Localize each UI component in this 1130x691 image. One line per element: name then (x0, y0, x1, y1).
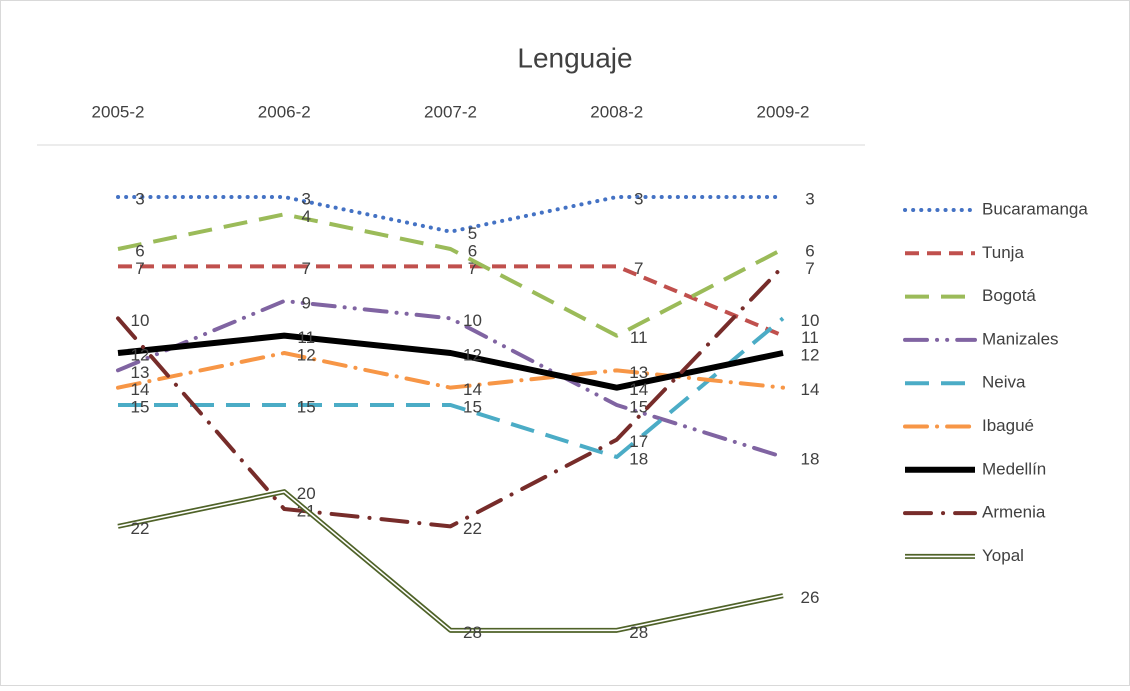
data-label: 9 (302, 293, 311, 312)
data-label: 7 (135, 259, 144, 278)
data-label: 10 (463, 311, 482, 330)
series-line (117, 332, 784, 391)
data-label: 3 (634, 189, 643, 208)
data-label: 3 (135, 189, 144, 208)
data-label: 17 (629, 432, 648, 451)
legend-label: Armenia (982, 503, 1046, 522)
data-label: 18 (629, 449, 648, 468)
data-label: 3 (805, 189, 814, 208)
data-label: 12 (463, 345, 482, 364)
data-label: 5 (468, 224, 477, 243)
data-label: 12 (131, 345, 150, 364)
data-label: 15 (629, 397, 648, 416)
data-label: 13 (131, 363, 150, 382)
data-label: 28 (629, 623, 648, 642)
data-label: 6 (805, 241, 814, 260)
data-label: 7 (468, 259, 477, 278)
data-label: 4 (302, 207, 311, 226)
data-label: 3 (302, 189, 311, 208)
data-label: 7 (634, 259, 643, 278)
series-line (118, 316, 785, 459)
data-label: 26 (801, 588, 820, 607)
legend-label: Bogotá (982, 286, 1036, 305)
legend-label: Bucaramanga (982, 199, 1088, 218)
data-label: 7 (302, 259, 311, 278)
data-label: 14 (801, 380, 820, 399)
data-label: 11 (801, 328, 819, 347)
data-label: 14 (629, 380, 648, 399)
series-line (118, 264, 784, 338)
data-label: 22 (131, 519, 150, 538)
data-label: 15 (463, 397, 482, 416)
data-label: 6 (135, 241, 144, 260)
series-line-inner (117, 490, 784, 632)
data-label: 14 (463, 380, 482, 399)
data-label: 10 (131, 311, 150, 330)
data-label: 6 (468, 241, 477, 260)
data-label: 15 (131, 397, 150, 416)
x-tick-label: 2006-2 (258, 102, 311, 121)
legend-label: Ibagué (982, 416, 1034, 435)
x-tick-label: 2005-2 (92, 102, 145, 121)
data-label: 14 (131, 380, 150, 399)
series-line (116, 299, 785, 459)
series-line (117, 212, 784, 338)
legend-label: Neiva (982, 373, 1026, 392)
data-label: 20 (297, 484, 316, 503)
chart-title: Lenguaje (517, 42, 632, 73)
series-line (116, 264, 785, 529)
x-tick-label: 2007-2 (424, 102, 477, 121)
data-label: 28 (463, 623, 482, 642)
data-label: 7 (805, 259, 814, 278)
x-tick-label: 2009-2 (757, 102, 810, 121)
x-tick-label: 2008-2 (590, 102, 643, 121)
data-label: 11 (630, 328, 648, 347)
data-label: 10 (801, 311, 820, 330)
data-label: 18 (801, 449, 820, 468)
legend-label: Yopal (982, 546, 1024, 565)
data-label: 22 (463, 519, 482, 538)
legend-label: Manizales (982, 329, 1059, 348)
legend-label: Tunja (982, 243, 1024, 262)
data-label: 12 (297, 345, 316, 364)
data-label: 13 (629, 363, 648, 382)
legend-label: Medellín (982, 459, 1046, 478)
data-label: 12 (801, 345, 820, 364)
data-label: 11 (297, 328, 315, 347)
data-label: 15 (297, 397, 316, 416)
